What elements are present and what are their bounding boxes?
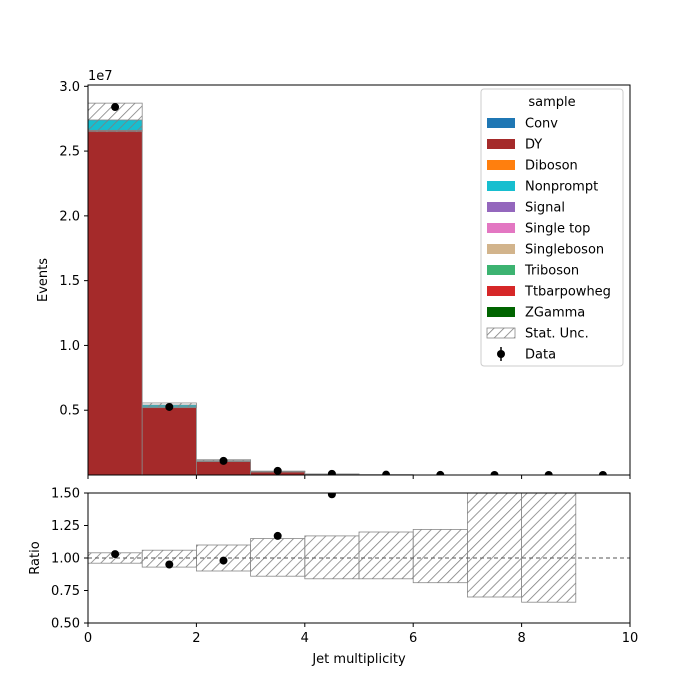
legend-swatch-ttbarpowheg <box>487 286 515 296</box>
x-tick-label: 10 <box>622 631 639 646</box>
y-tick-label: 3.0 <box>59 80 80 95</box>
legend-swatch-conv <box>487 118 515 128</box>
legend-label-signal: Signal <box>525 201 565 216</box>
y-tick-label: 2.5 <box>59 145 80 160</box>
ratio-unc-band <box>250 538 306 577</box>
main-y-axis-label: Events <box>36 258 51 302</box>
legend-marker-data <box>497 350 505 358</box>
ratio-unc-band <box>304 535 360 580</box>
ratio-y-tick-label: 1.00 <box>51 552 80 567</box>
legend-swatch-signal <box>487 202 515 212</box>
bar-dy <box>141 407 197 475</box>
data-point <box>490 470 499 475</box>
y-tick-label: 2.0 <box>59 209 80 224</box>
legend-label-zgamma: ZGamma <box>525 306 585 321</box>
ratio-data-point <box>111 550 120 559</box>
data-point <box>382 470 391 475</box>
y-tick-label: 1.5 <box>59 274 80 289</box>
main-plot-area <box>88 102 630 475</box>
legend-label-diboson: Diboson <box>525 159 578 174</box>
bar-dy <box>88 129 143 475</box>
legend-label-data: Data <box>525 348 556 363</box>
legend-label-single-top: Single top <box>525 222 590 237</box>
legend-swatch-zgamma <box>487 307 515 317</box>
x-tick-label: 4 <box>301 631 309 646</box>
x-tick-label: 0 <box>84 631 92 646</box>
legend-label-triboson: Triboson <box>524 264 579 279</box>
data-point <box>111 103 120 112</box>
ratio-unc-band <box>521 493 577 603</box>
ratio-data-point <box>219 556 228 565</box>
y-tick-label: 1.0 <box>59 339 80 354</box>
ratio-data-point <box>273 531 282 540</box>
data-point <box>219 456 228 465</box>
legend-label-ttbarpowheg: Ttbarpowheg <box>524 285 611 300</box>
main-axes-frame <box>87 84 631 476</box>
data-point <box>165 402 174 411</box>
legend-label-singleboson: Singleboson <box>525 243 604 258</box>
ratio-y-tick-label: 0.75 <box>51 584 80 599</box>
ratio-panel: 0.50 0.75 1.00 1.25 1.50 0 2 4 6 8 10 Ratio Jet m… <box>28 487 638 668</box>
data-point <box>598 470 607 475</box>
main-x-ticks <box>87 475 631 479</box>
legend-label-nonprompt: Nonprompt <box>525 180 598 195</box>
x-tick-label: 8 <box>517 631 525 646</box>
legend-swatch-singleboson <box>487 244 515 254</box>
data-point <box>327 469 336 475</box>
legend-swatch-diboson <box>487 160 515 170</box>
x-axis-label: Jet multiplicity <box>311 652 406 667</box>
ratio-y-tick-label: 1.50 <box>51 487 80 502</box>
main-y-ticks: 0.5 1.0 1.5 2.0 2.5 3.0 <box>59 80 88 419</box>
y-tick-label: 0.5 <box>59 404 80 419</box>
legend-swatch-triboson <box>487 265 515 275</box>
ratio-data-point <box>327 493 336 499</box>
ratio-data-point <box>165 560 174 569</box>
legend-label-dy: DY <box>525 138 542 153</box>
legend-swatch-single-top <box>487 223 515 233</box>
legend: sample Conv DY Diboson Nonprompt Signal Singl… <box>480 88 624 367</box>
legend-label-conv: Conv <box>525 117 558 132</box>
legend-frame <box>480 88 624 367</box>
legend-title: sample <box>528 95 575 110</box>
legend-entries: Conv DY Diboson Nonprompt Signal Single top Si… <box>486 117 611 363</box>
ratio-y-tick-label: 0.50 <box>51 617 80 632</box>
ratio-unc-band <box>412 529 468 584</box>
legend-swatch-nonprompt <box>487 181 515 191</box>
data-point <box>436 470 445 475</box>
legend-swatch-dy <box>487 139 515 149</box>
ratio-unc-band <box>466 493 522 598</box>
ratio-y-tick-label: 1.25 <box>51 519 80 534</box>
legend-swatch-stat-unc <box>486 327 516 339</box>
main-panel: 0.5 1.0 1.5 2.0 2.5 3.0 1e7 Events sample Con… <box>36 69 631 479</box>
ratio-plot-area <box>88 493 630 603</box>
ratio-y-ticks: 0.50 0.75 1.00 1.25 1.50 <box>51 487 88 632</box>
x-tick-label: 2 <box>192 631 200 646</box>
data-point <box>273 466 282 475</box>
data-point <box>544 470 553 475</box>
ratio-y-axis-label: Ratio <box>28 541 43 574</box>
ratio-x-ticks: 0 2 4 6 8 10 <box>84 623 638 646</box>
x-tick-label: 6 <box>409 631 417 646</box>
legend-label-stat-unc: Stat. Unc. <box>525 327 589 342</box>
main-y-scale-label: 1e7 <box>88 69 113 84</box>
ratio-unc-band <box>358 531 414 580</box>
